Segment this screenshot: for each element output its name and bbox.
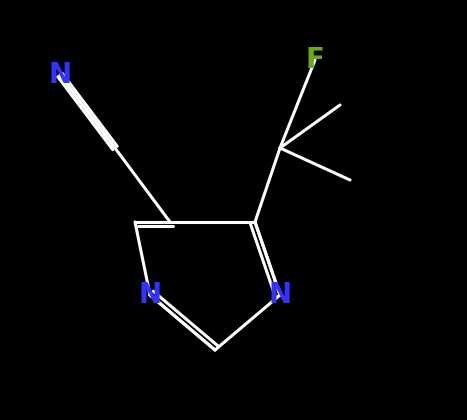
Text: F: F bbox=[305, 46, 325, 74]
Text: N: N bbox=[49, 61, 71, 89]
Text: N: N bbox=[138, 281, 162, 309]
Text: N: N bbox=[269, 281, 291, 309]
